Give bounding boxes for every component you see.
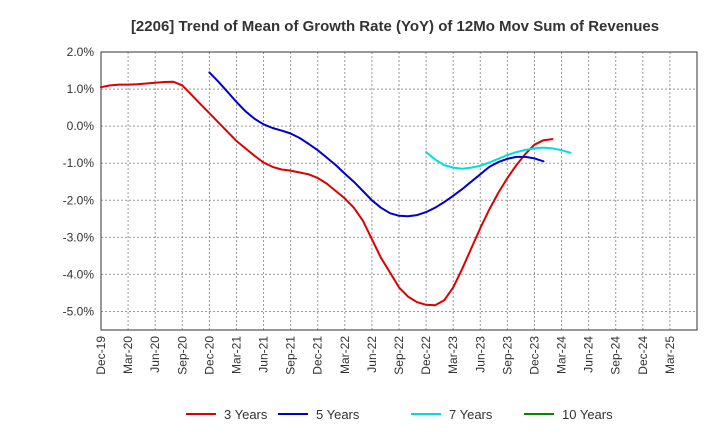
x-tick-label: Dec-20 [202, 336, 216, 375]
x-tick-label: Dec-24 [636, 336, 650, 375]
series-line-7-years [425, 146, 572, 170]
y-tick-label: 1.0% [67, 82, 95, 96]
x-tick-label: Jun-23 [473, 336, 487, 373]
x-tick-label: Sep-21 [284, 336, 298, 375]
y-tick-label: -4.0% [63, 267, 95, 281]
y-tick-label: -1.0% [63, 156, 95, 170]
x-tick-label: Dec-19 [94, 336, 108, 375]
x-tick-label: Dec-23 [527, 336, 541, 375]
chart-title: [2206] Trend of Mean of Growth Rate (YoY… [131, 18, 659, 35]
y-tick-label: -5.0% [63, 304, 95, 318]
x-tick-label: Mar-21 [229, 336, 243, 374]
x-tick-label: Jun-21 [257, 336, 271, 373]
y-tick-label: 0.0% [67, 119, 95, 133]
y-tick-label: -3.0% [63, 230, 95, 244]
legend-label: 3 Years [224, 407, 268, 422]
x-tick-label: Sep-24 [609, 336, 623, 375]
x-tick-label: Mar-22 [338, 336, 352, 374]
x-tick-label: Sep-22 [392, 336, 406, 375]
grid [101, 51, 697, 330]
x-tick-label: Mar-24 [555, 336, 569, 374]
x-tick-label: Mar-23 [446, 336, 460, 374]
y-axis: 2.0% 1.0% 0.0% -1.0% -2.0% -3.0% -4.0% -5.0% [63, 45, 95, 318]
series-lines [100, 71, 572, 307]
x-tick-label: Dec-21 [311, 336, 325, 375]
legend: 3 Years 5 Years 7 Years 10 Years [186, 407, 613, 422]
x-tick-label: Mar-20 [121, 336, 135, 374]
x-axis: Dec-19 Mar-20 Jun-20 Sep-20 Dec-20 Mar-21 Jun-… [94, 336, 677, 375]
x-tick-label: Mar-25 [663, 336, 677, 374]
legend-label: 7 Years [449, 407, 493, 422]
x-tick-label: Sep-23 [500, 336, 514, 375]
x-tick-label: Jun-24 [582, 336, 596, 373]
x-tick-label: Jun-20 [148, 336, 162, 373]
y-tick-label: -2.0% [63, 193, 95, 207]
plot-frame [100, 51, 698, 331]
x-tick-label: Sep-20 [175, 336, 189, 375]
y-tick-label: 2.0% [67, 45, 95, 59]
series-line-3-years [100, 80, 554, 307]
legend-label: 5 Years [316, 407, 360, 422]
x-tick-label: Dec-22 [419, 336, 433, 375]
legend-label: 10 Years [562, 407, 613, 422]
series-line-5-years [208, 71, 545, 218]
x-tick-label: Jun-22 [365, 336, 379, 373]
